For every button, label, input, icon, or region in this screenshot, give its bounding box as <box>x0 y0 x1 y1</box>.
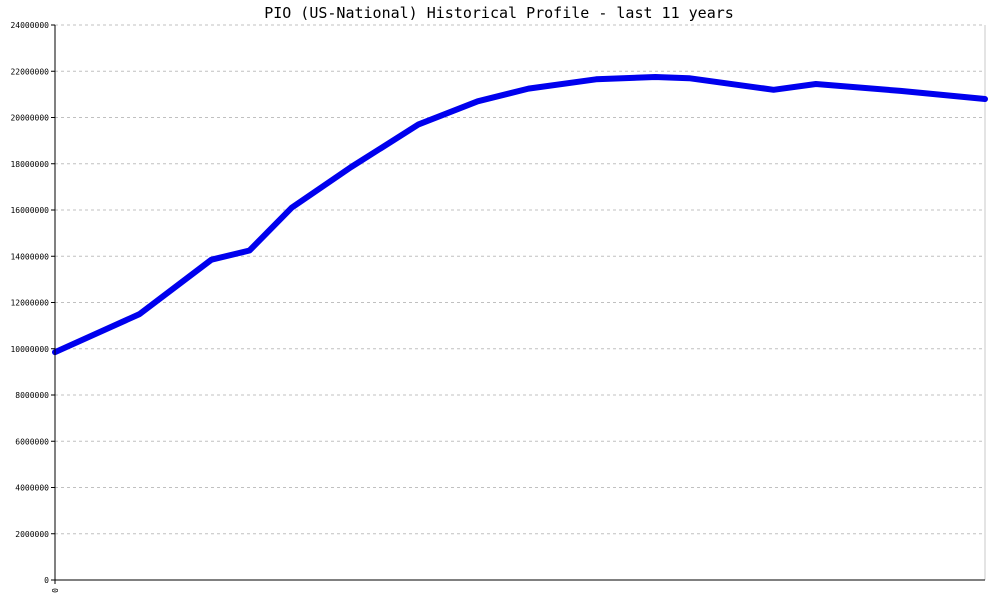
y-tick-label: 4000000 <box>15 484 49 493</box>
chart-title: PIO (US-National) Historical Profile - l… <box>264 4 734 22</box>
x-axis-ticks: 0 <box>51 580 60 593</box>
y-tick-label: 6000000 <box>15 437 49 446</box>
y-tick-label: 2000000 <box>15 530 49 539</box>
y-tick-label: 14000000 <box>10 252 49 261</box>
y-tick-label: 12000000 <box>10 299 49 308</box>
y-axis-ticks: 2400000022000000200000001800000016000000… <box>10 21 55 585</box>
y-tick-label: 0 <box>44 576 49 585</box>
grid <box>55 24 985 535</box>
series-layer <box>52 74 988 356</box>
y-tick-label: 16000000 <box>10 206 49 215</box>
series-line <box>52 74 988 356</box>
y-tick-label: 20000000 <box>10 114 49 123</box>
y-tick-label: 18000000 <box>10 160 49 169</box>
y-tick-label: 10000000 <box>10 345 49 354</box>
y-tick-label: 24000000 <box>10 21 49 30</box>
x-tick-label: 0 <box>51 588 60 593</box>
y-tick-label: 8000000 <box>15 391 49 400</box>
y-tick-label: 22000000 <box>10 67 49 76</box>
